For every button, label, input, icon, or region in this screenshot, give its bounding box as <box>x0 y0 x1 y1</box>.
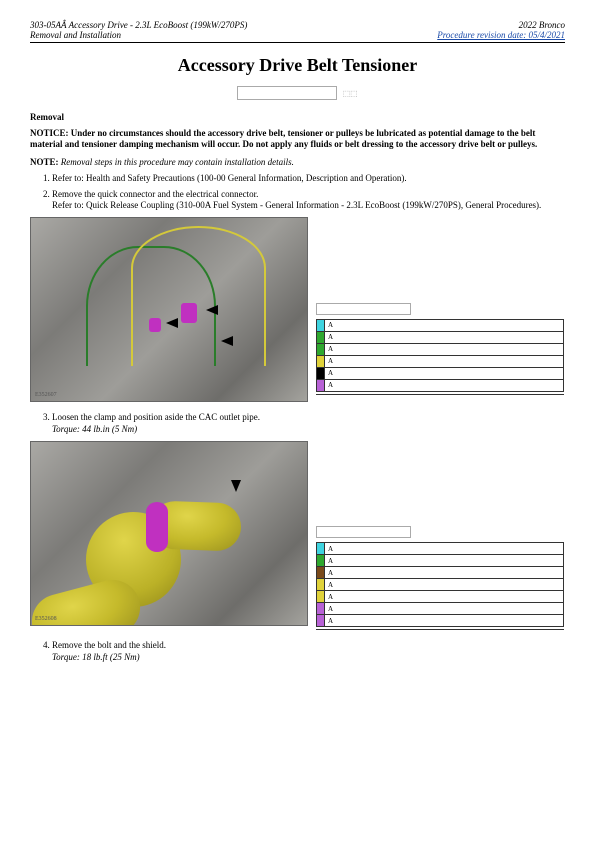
legend-letter: A <box>325 331 564 343</box>
note-label: NOTE: <box>30 157 59 167</box>
legend-color <box>317 591 325 603</box>
step-1: Refer to: Health and Safety Precautions … <box>52 173 565 184</box>
callout-arrow-3 <box>221 336 233 346</box>
legend-color <box>317 603 325 615</box>
legend-divider <box>316 629 564 630</box>
step-3-torque: Torque: 44 lb.in (5 Nm) <box>52 424 137 434</box>
legend-letter: A <box>325 579 564 591</box>
legend-color <box>317 319 325 331</box>
legend-letter: A <box>325 555 564 567</box>
page-header: 303-05AÂ Accessory Drive - 2.3L EcoBoost… <box>30 20 565 43</box>
legend-letter: A <box>325 615 564 627</box>
step-list-c: Remove the bolt and the shield. Torque: … <box>52 640 565 663</box>
note-text: NOTE: Removal steps in this procedure ma… <box>30 157 565 167</box>
legend-color <box>317 331 325 343</box>
header-right: 2022 Bronco Procedure revision date: 05/… <box>437 20 565 40</box>
callout-arrow-2 <box>166 318 178 328</box>
step-3: Loosen the clamp and position aside the … <box>52 412 565 435</box>
legend-color <box>317 343 325 355</box>
vehicle-year: 2022 Bronco <box>437 20 565 30</box>
step-4-text: Remove the bolt and the shield. <box>52 640 166 650</box>
legend-color <box>317 555 325 567</box>
section-heading-removal: Removal <box>30 112 565 122</box>
step-2-line2: Refer to: Quick Release Coupling (310-00… <box>52 200 541 210</box>
legend-color <box>317 615 325 627</box>
engine-figure-2: E352608 <box>30 441 308 626</box>
legend-color <box>317 355 325 367</box>
figure-row-2: E352608 A A A A A A A <box>30 441 565 631</box>
legend-color <box>317 379 325 391</box>
search-icon: ⬚⬚ <box>343 89 358 98</box>
legend-1: A A A A A A <box>316 302 564 395</box>
torque-label: Torque <box>52 424 77 434</box>
search-container: ⬚⬚ <box>30 86 565 100</box>
legend-1-input[interactable] <box>316 303 411 315</box>
legend-letter: A <box>325 543 564 555</box>
legend-letter: A <box>325 343 564 355</box>
legend-1-table: A A A A A A <box>316 319 564 392</box>
torque-label: Torque <box>52 652 77 662</box>
legend-color <box>317 579 325 591</box>
legend-letter: A <box>325 603 564 615</box>
legend-letter: A <box>325 355 564 367</box>
step-2-line1: Remove the quick connector and the elect… <box>52 189 258 199</box>
step-list-a: Refer to: Health and Safety Precautions … <box>52 173 565 212</box>
magenta-part-2 <box>149 318 161 332</box>
torque-value: : 44 lb.in (5 Nm) <box>77 424 137 434</box>
step-2: Remove the quick connector and the elect… <box>52 189 565 212</box>
notice-text: NOTICE: Under no circumstances should th… <box>30 128 565 151</box>
legend-color <box>317 567 325 579</box>
doc-subpath: Removal and Installation <box>30 30 247 40</box>
step-4-torque: Torque: 18 lb.ft (25 Nm) <box>52 652 140 662</box>
torque-value: : 18 lb.ft (25 Nm) <box>77 652 140 662</box>
figure-1-label: E352607 <box>35 392 57 398</box>
legend-color <box>317 543 325 555</box>
legend-2-table: A A A A A A A <box>316 542 564 627</box>
yellow-hose <box>131 226 266 366</box>
search-input[interactable] <box>237 86 337 100</box>
legend-letter: A <box>325 367 564 379</box>
step-4: Remove the bolt and the shield. Torque: … <box>52 640 565 663</box>
figure-2-label: E352608 <box>35 616 57 622</box>
step-3-text: Loosen the clamp and position aside the … <box>52 412 260 422</box>
callout-arrow-down <box>231 480 241 492</box>
header-left: 303-05AÂ Accessory Drive - 2.3L EcoBoost… <box>30 20 247 40</box>
legend-divider <box>316 394 564 395</box>
magenta-part-1 <box>181 303 197 323</box>
engine-figure-1: E352607 <box>30 217 308 402</box>
doc-path: 303-05AÂ Accessory Drive - 2.3L EcoBoost… <box>30 20 247 30</box>
legend-2: A A A A A A A <box>316 526 564 631</box>
step-list-b: Loosen the clamp and position aside the … <box>52 412 565 435</box>
figure-row-1: E352607 A A A A A A <box>30 217 565 402</box>
legend-letter: A <box>325 567 564 579</box>
revision-date-link[interactable]: Procedure revision date: 05/4/2021 <box>437 30 565 40</box>
legend-letter: A <box>325 319 564 331</box>
callout-arrow-1 <box>206 305 218 315</box>
note-body: Removal steps in this procedure may cont… <box>59 157 294 167</box>
legend-color <box>317 367 325 379</box>
legend-2-input[interactable] <box>316 526 411 538</box>
page-title: Accessory Drive Belt Tensioner <box>30 55 565 76</box>
legend-letter: A <box>325 379 564 391</box>
legend-letter: A <box>325 591 564 603</box>
magenta-clamp <box>146 502 168 552</box>
